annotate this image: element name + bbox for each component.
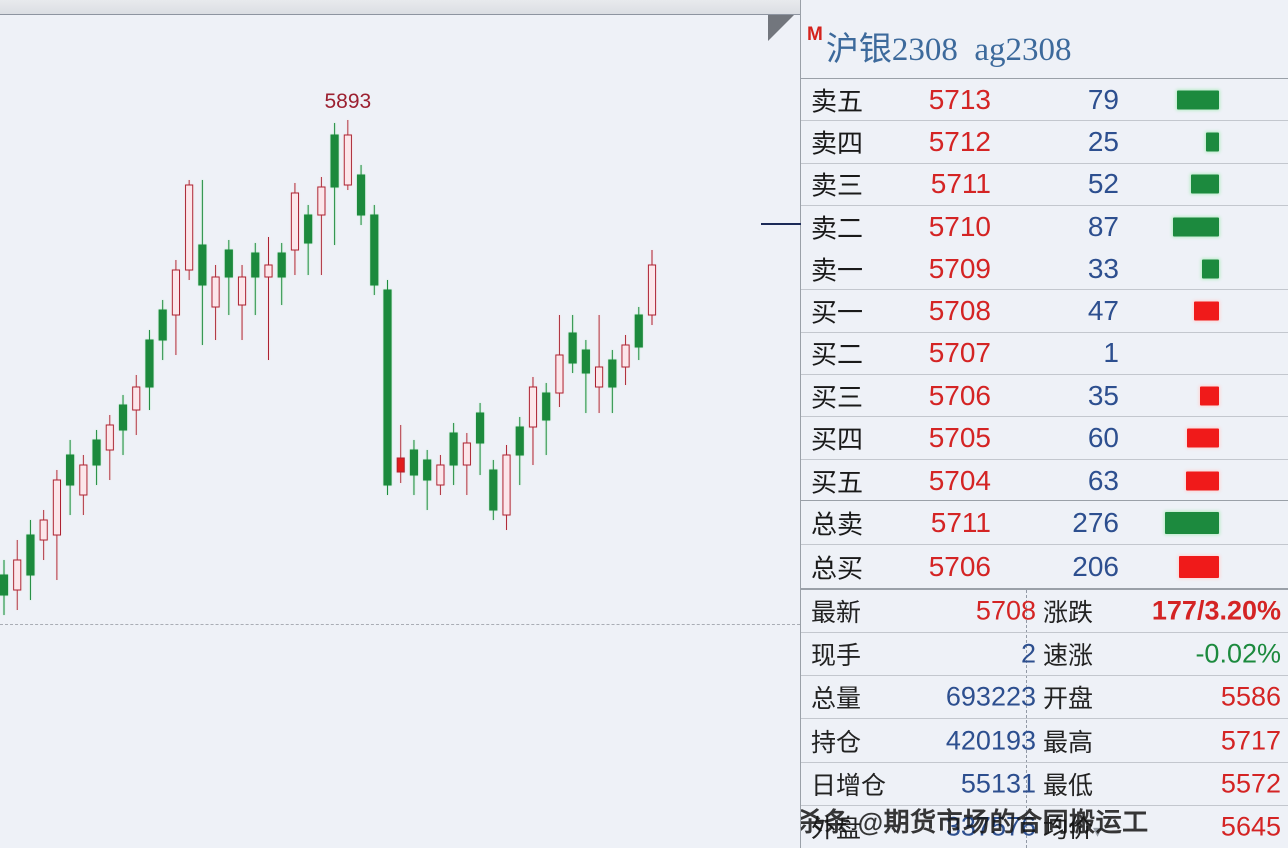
svg-text:5893: 5893	[324, 90, 371, 113]
